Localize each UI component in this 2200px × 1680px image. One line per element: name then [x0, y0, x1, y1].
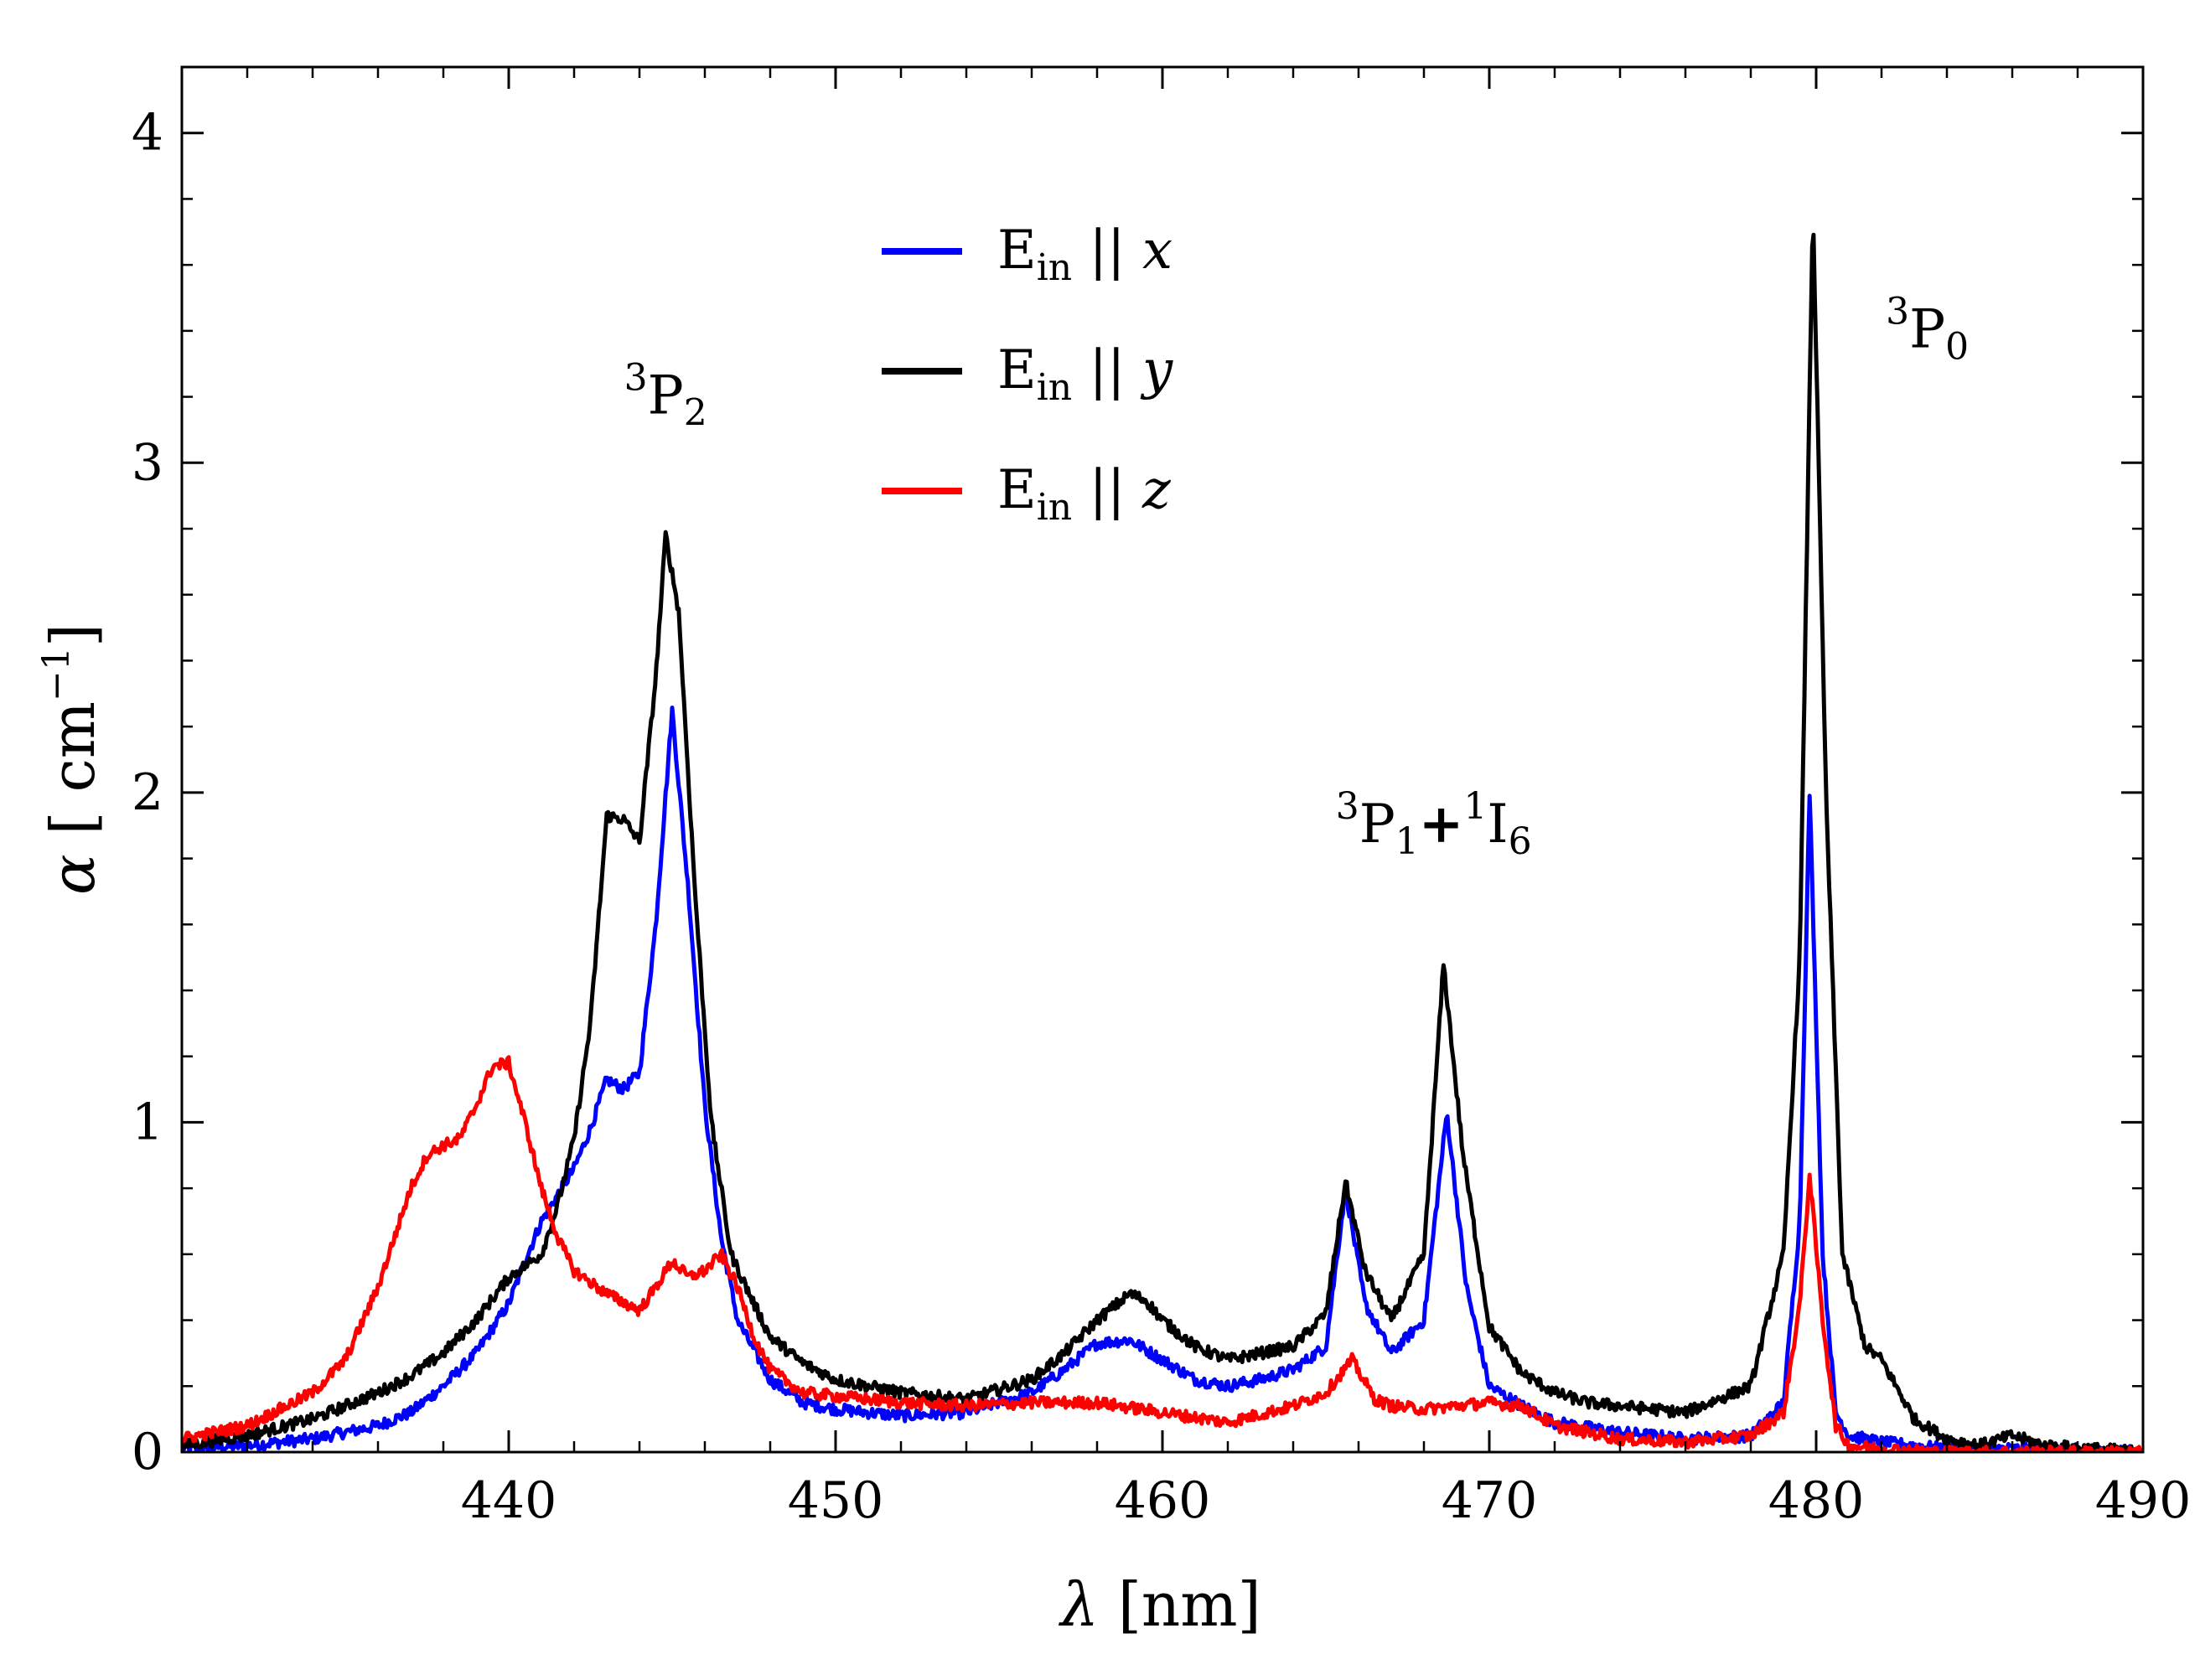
y-axis-symbol: α: [38, 854, 108, 895]
annot-i6-sub: 6: [1509, 820, 1532, 863]
legend: Ein || x Ein || y Ein || z: [882, 220, 1173, 529]
series-line-x: [182, 706, 2143, 1452]
y-axis-exponent: −1: [35, 647, 78, 701]
x-tick-label: 440: [461, 1471, 557, 1530]
x-axis-symbol: λ: [1058, 1569, 1099, 1640]
x-tick-label: 460: [1115, 1471, 1211, 1530]
y-tick-label: 3: [132, 433, 163, 492]
series-line-z: [182, 1055, 2143, 1452]
x-tick-label: 480: [1768, 1471, 1865, 1530]
annot-p2-base: P: [648, 364, 684, 426]
legend-x-base: E: [997, 220, 1037, 282]
y-tick-label: 0: [132, 1423, 163, 1481]
annot-p2-sub: 2: [684, 391, 707, 434]
x-tick-label: 450: [788, 1471, 884, 1530]
annot-p1-sub: 1: [1395, 820, 1419, 863]
legend-z-sub: in: [1037, 486, 1072, 529]
series-line-y: [182, 232, 2143, 1452]
y-axis-open: [ cm: [38, 701, 108, 854]
legend-y-sub: in: [1037, 366, 1072, 409]
legend-x-var: x: [1142, 220, 1172, 282]
annotation-3p2: 3P2: [624, 356, 707, 434]
y-axis-close: ]: [38, 623, 108, 647]
legend-label-x: Ein || x: [997, 220, 1172, 289]
x-axis-title: λ [nm]: [1058, 1569, 1260, 1640]
legend-z-var: z: [1141, 459, 1172, 521]
y-tick-label: 1: [132, 1093, 163, 1151]
series-layer: [182, 232, 2143, 1452]
plot-frame: [180, 65, 2145, 1454]
legend-x-sub: in: [1037, 246, 1072, 289]
legend-label-z: Ein || z: [997, 459, 1172, 529]
annot-p0-sub: 0: [1945, 326, 1969, 369]
legend-z-base: E: [997, 459, 1037, 521]
annotation-3p1-1i6: 3P1+1I6: [1336, 785, 1532, 863]
y-axis-title: α [ cm−1]: [35, 623, 108, 895]
annot-p0-base: P: [1909, 299, 1945, 361]
annot-p1-sup: 3: [1336, 785, 1359, 828]
annot-i6-sup: 1: [1463, 785, 1487, 828]
legend-y-sep: ||: [1072, 339, 1142, 401]
y-tick-label: 2: [132, 763, 163, 822]
annot-plus: +: [1419, 793, 1464, 856]
annot-p1-base: P: [1359, 793, 1395, 856]
annot-p0-sup: 3: [1886, 291, 1909, 333]
x-axis-unit: [nm]: [1099, 1569, 1261, 1640]
annot-i6-base: I: [1487, 793, 1508, 856]
legend-y-base: E: [997, 339, 1037, 401]
legend-z-sep: ||: [1072, 459, 1142, 521]
y-tick-label: 4: [132, 104, 163, 163]
legend-x-sep: ||: [1072, 220, 1142, 282]
x-tick-label: 490: [2095, 1471, 2192, 1530]
annot-p2-sup: 3: [624, 356, 648, 399]
annotation-3p0: 3P0: [1886, 291, 1969, 369]
x-tick-label: 470: [1442, 1471, 1538, 1530]
legend-label-y: Ein || y: [997, 339, 1173, 409]
legend-y-var: y: [1140, 339, 1173, 401]
